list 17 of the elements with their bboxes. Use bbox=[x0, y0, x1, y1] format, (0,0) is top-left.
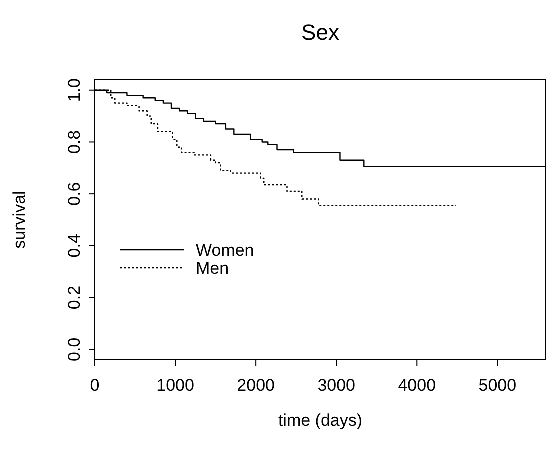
y-tick-label: 0.8 bbox=[65, 130, 84, 154]
y-tick-label: 0.6 bbox=[65, 182, 84, 206]
x-tick-label: 1000 bbox=[156, 376, 194, 395]
x-tick-label: 0 bbox=[90, 376, 100, 395]
legend-label: Men bbox=[196, 259, 230, 278]
x-tick-label: 3000 bbox=[318, 376, 356, 395]
chart-title: Sex bbox=[302, 20, 340, 45]
y-tick-label: 0.0 bbox=[65, 338, 84, 362]
y-tick-label: 0.4 bbox=[65, 234, 84, 258]
x-tick-label: 4000 bbox=[398, 376, 436, 395]
legend-label: Women bbox=[196, 241, 254, 260]
x-tick-label: 2000 bbox=[237, 376, 275, 395]
x-axis-title: time (days) bbox=[278, 411, 363, 430]
y-axis-title: survival bbox=[10, 191, 29, 249]
x-tick-label: 5000 bbox=[478, 376, 517, 395]
y-tick-label: 0.2 bbox=[65, 286, 84, 310]
y-tick-label: 1.0 bbox=[65, 78, 84, 102]
